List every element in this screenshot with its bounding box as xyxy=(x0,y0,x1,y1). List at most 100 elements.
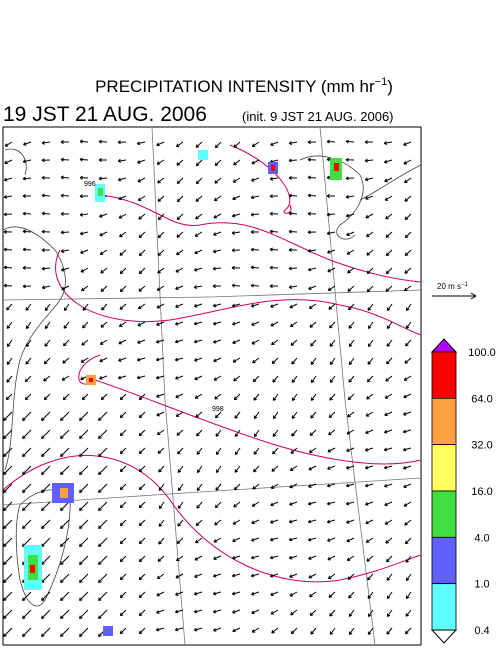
wind-arrow-head xyxy=(234,451,239,455)
wind-arrow-head xyxy=(384,178,388,183)
wind-arrow-head xyxy=(138,504,143,509)
wind-arrow-head xyxy=(328,414,333,419)
wind-arrow xyxy=(79,501,89,511)
wind-arrow-head xyxy=(310,397,315,401)
colorbar-segment xyxy=(431,536,457,585)
precip-cell xyxy=(334,163,339,171)
wind-arrow xyxy=(41,267,51,270)
isobars xyxy=(2,144,422,583)
wind-arrow xyxy=(367,321,374,329)
wind-arrow xyxy=(194,249,203,254)
wind-arrow-head xyxy=(307,519,312,524)
wind-arrow xyxy=(291,375,298,383)
wind-arrow xyxy=(196,429,203,437)
isobar xyxy=(55,249,422,336)
isobar xyxy=(99,194,422,283)
wind-arrow-head xyxy=(326,519,331,524)
wind-arrow xyxy=(3,573,13,583)
wind-arrow-head xyxy=(22,633,26,637)
wind-arrow xyxy=(272,429,279,437)
wind-arrow xyxy=(156,141,165,146)
wind-arrow xyxy=(79,447,89,457)
wind-arrow-head xyxy=(100,324,105,328)
wind-arrow-head xyxy=(193,591,198,596)
wind-arrow-head xyxy=(253,415,258,419)
wind-arrow xyxy=(98,573,108,583)
wind-arrow-head xyxy=(251,591,255,596)
wind-arrow xyxy=(346,483,355,487)
wind-arrow xyxy=(157,213,165,220)
wind-arrow xyxy=(288,267,298,270)
wind-arrow xyxy=(366,231,374,237)
wind-arrow-head xyxy=(384,521,389,525)
wind-arrow xyxy=(98,465,108,475)
wind-arrow xyxy=(60,176,70,179)
wind-arrow-head xyxy=(250,212,254,217)
wind-arrow-head xyxy=(251,322,255,326)
wind-arrow xyxy=(270,609,279,615)
wind-arrow xyxy=(119,267,127,274)
wind-arrow-head xyxy=(365,214,369,219)
wind-arrow-head xyxy=(25,343,30,347)
wind-arrow-head xyxy=(22,615,26,619)
wind-arrow xyxy=(156,303,165,309)
wind-arrow-head xyxy=(290,450,295,454)
wind-arrow xyxy=(405,591,412,599)
wind-arrow-head xyxy=(367,361,372,365)
vector-legend: 20 m s−1 xyxy=(432,282,477,300)
wind-arrow xyxy=(327,231,336,235)
wind-arrow xyxy=(405,339,412,347)
wind-arrow xyxy=(100,285,108,292)
wind-arrow xyxy=(251,339,260,345)
wind-arrow-head xyxy=(193,609,198,614)
wind-arrow-head xyxy=(327,575,332,580)
wind-arrow-head xyxy=(329,397,333,401)
wind-arrow-head xyxy=(309,593,313,598)
wind-arrow xyxy=(98,140,108,143)
wind-arrow xyxy=(384,411,393,416)
wind-arrow-head xyxy=(175,304,179,309)
isobar xyxy=(78,354,422,465)
wind-arrow-head xyxy=(195,414,199,418)
wind-arrow xyxy=(158,519,165,527)
wind-arrow xyxy=(290,609,298,616)
wind-arrow-head xyxy=(193,321,198,326)
wind-arrow xyxy=(232,213,241,217)
wind-arrow-head xyxy=(270,304,274,308)
wind-arrow xyxy=(41,501,51,511)
wind-arrow-head xyxy=(138,450,143,455)
wind-arrow xyxy=(176,555,184,562)
wind-arrow-head xyxy=(4,160,8,165)
wind-arrow xyxy=(63,339,70,347)
wind-arrow xyxy=(137,339,146,344)
wind-arrow-head xyxy=(6,325,11,329)
wind-arrow-head xyxy=(404,198,408,202)
wind-arrow xyxy=(119,249,127,256)
wind-arrow-head xyxy=(232,555,236,560)
wind-arrow xyxy=(346,249,355,255)
wind-arrow-head xyxy=(81,342,85,346)
wind-arrow-head xyxy=(365,520,369,525)
precip-cell xyxy=(89,378,93,382)
wind-arrow xyxy=(347,267,355,274)
wind-arrow xyxy=(366,537,374,543)
wind-arrow-head xyxy=(404,216,409,221)
wind-arrow-head xyxy=(212,249,217,254)
wind-arrow-head xyxy=(196,432,200,437)
wind-arrow-head xyxy=(250,573,255,578)
wind-arrow-head xyxy=(22,507,26,511)
wind-arrow-head xyxy=(193,627,198,632)
wind-arrow-head xyxy=(138,522,143,527)
wind-arrow xyxy=(60,501,70,511)
wind-arrow-head xyxy=(136,375,141,380)
wind-arrow-head xyxy=(405,595,410,599)
wind-arrow xyxy=(6,357,13,365)
wind-arrow xyxy=(347,411,355,418)
wind-arrow-head xyxy=(404,252,409,257)
wind-arrow-head xyxy=(232,359,237,363)
wind-arrow-head xyxy=(310,379,315,384)
wind-arrow-head xyxy=(384,483,388,488)
wind-arrow xyxy=(310,627,317,635)
wind-arrow-head xyxy=(196,487,201,491)
wind-arrow-head xyxy=(269,265,273,270)
